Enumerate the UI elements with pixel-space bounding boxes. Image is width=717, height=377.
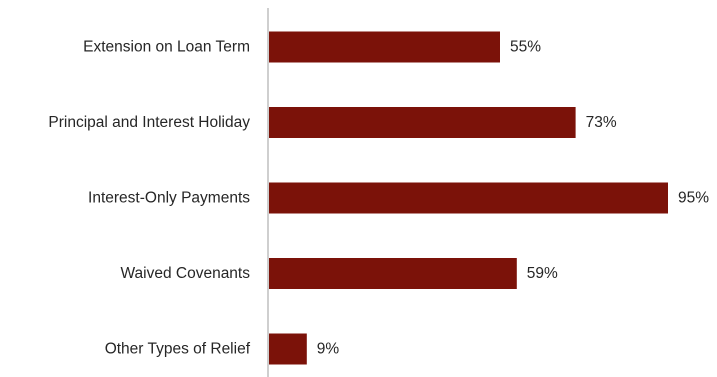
bars-group <box>269 31 668 365</box>
category-label-waived-covenants: Waived Covenants <box>120 265 250 282</box>
value-label-extension-on-loan-term: 55% <box>510 39 541 56</box>
value-label-principal-and-interest-holiday: 73% <box>586 114 617 131</box>
value-label-interest-only-payments: 95% <box>678 190 709 207</box>
bar-waived-covenants <box>269 258 517 289</box>
category-label-extension-on-loan-term: Extension on Loan Term <box>83 39 250 56</box>
category-label-principal-and-interest-holiday: Principal and Interest Holiday <box>48 114 250 131</box>
value-labels-group: 55% 73% 95% 59% 9% <box>317 39 709 358</box>
value-label-other-types-of-relief: 9% <box>317 341 340 358</box>
category-label-interest-only-payments: Interest-Only Payments <box>88 190 250 207</box>
bar-extension-on-loan-term <box>269 31 500 63</box>
bar-other-types-of-relief <box>269 333 307 365</box>
bar-interest-only-payments <box>269 182 668 214</box>
category-labels-group: Extension on Loan Term Principal and Inte… <box>48 39 250 358</box>
category-label-other-types-of-relief: Other Types of Relief <box>105 341 251 358</box>
bar-principal-and-interest-holiday <box>269 107 576 138</box>
value-label-waived-covenants: 59% <box>527 265 558 282</box>
